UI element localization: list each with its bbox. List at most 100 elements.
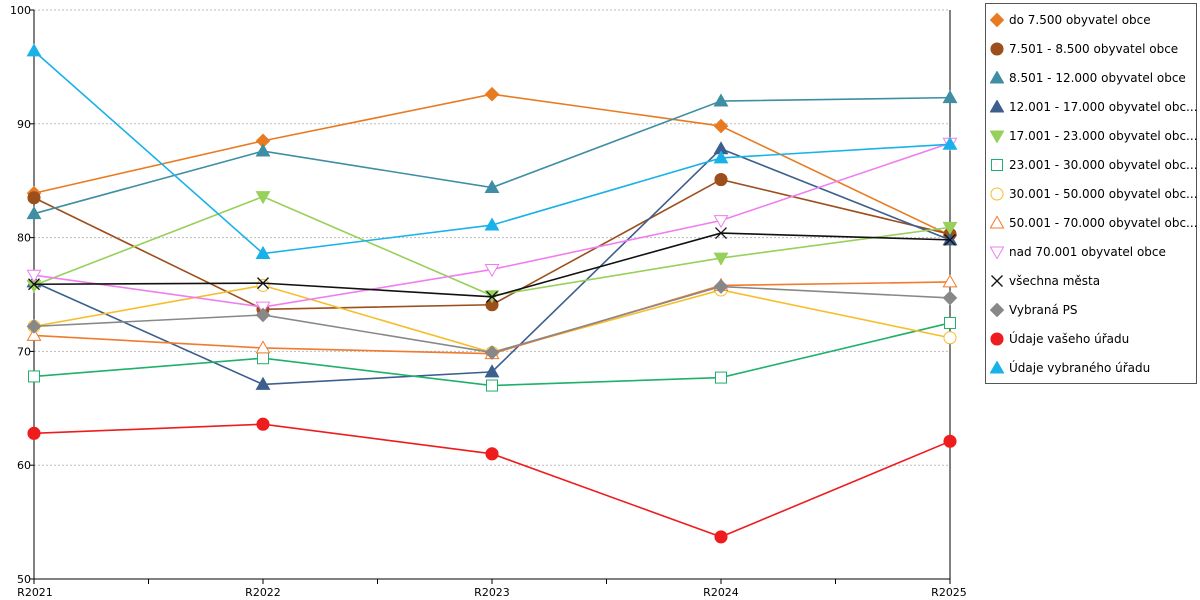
data-point <box>257 352 269 365</box>
legend-item[interactable]: všechna města <box>990 271 1100 291</box>
data-point <box>944 316 956 329</box>
legend-marker-icon <box>991 159 1003 171</box>
data-point <box>26 206 42 220</box>
legend-marker-shape <box>990 71 1004 84</box>
data-point <box>26 43 42 57</box>
legend: do 7.500 obyvatel obce 7.501 - 8.500 obyv… <box>985 3 1198 384</box>
legend-item[interactable]: Vybraná PS <box>990 300 1078 320</box>
tick-labels: 50 60 70 80 90 100 R2021 R2022 R2023 R2024 R2025 <box>10 4 967 599</box>
data-point <box>484 264 500 278</box>
data-point <box>28 278 40 291</box>
data-point <box>484 179 500 193</box>
series-line <box>33 93 951 237</box>
legend-label: 12.001 - 17.000 obyvatel obc... <box>1009 100 1198 114</box>
series-10 <box>26 279 958 360</box>
data-point <box>255 143 271 157</box>
x-tick-label: R2022 <box>245 586 281 599</box>
data-point <box>715 371 727 384</box>
data-point <box>713 215 729 229</box>
legend-marker-shape <box>990 13 1004 27</box>
data-point <box>942 290 958 306</box>
data-point <box>255 340 271 354</box>
data-point <box>484 217 500 231</box>
legend-marker-shape <box>990 303 1004 317</box>
legend-marker-icon <box>990 246 1004 259</box>
legend-marker-icon <box>990 130 1004 143</box>
legend-item[interactable]: 7.501 - 8.500 obyvatel obce <box>990 39 1178 59</box>
legend-label: 50.001 - 70.000 obyvatel obc... <box>1009 216 1198 230</box>
data-point <box>486 290 498 303</box>
legend-marker-icon <box>990 13 1004 27</box>
legend-label: 30.001 - 50.000 obyvatel obc... <box>1009 187 1198 201</box>
data-point <box>942 274 958 288</box>
data-point <box>255 245 271 259</box>
y-tick-label: 60 <box>17 459 31 472</box>
legend-item[interactable]: 8.501 - 12.000 obyvatel obce <box>990 68 1186 88</box>
legend-marker-shape <box>991 275 1003 287</box>
data-point <box>713 279 729 294</box>
legend-marker-icon <box>990 216 1004 229</box>
legend-label: 17.001 - 23.000 obyvatel obc... <box>1009 129 1198 143</box>
legend-item[interactable]: 17.001 - 23.000 obyvatel obc... <box>990 126 1198 146</box>
line-chart: 50 60 70 80 90 100 R2021 R2022 R2023 R2024 R2025 <box>10 4 967 599</box>
x-tick-label: R2024 <box>703 586 739 599</box>
legend-marker-shape <box>990 246 1004 259</box>
legend-item[interactable]: Údaje vybraného úřadu <box>990 358 1150 378</box>
data-point <box>714 173 728 187</box>
data-point <box>484 345 500 360</box>
data-point <box>27 426 41 440</box>
legend-label: Údaje vybraného úřadu <box>1009 361 1151 375</box>
legend-marker-shape <box>990 332 1004 346</box>
data-point <box>256 417 270 431</box>
legend-item[interactable]: nad 70.001 obyvatel obce <box>990 242 1166 262</box>
legend-label: 23.001 - 30.000 obyvatel obc... <box>1009 158 1198 172</box>
series-line <box>33 96 951 215</box>
legend-marker-icon <box>990 332 1004 346</box>
data-point <box>484 86 500 102</box>
legend-label: Vybraná PS <box>1009 303 1078 317</box>
legend-label: 8.501 - 12.000 obyvatel obce <box>1009 71 1186 85</box>
legend-label: nad 70.001 obyvatel obce <box>1009 245 1166 259</box>
x-tick-label: R2025 <box>931 586 967 599</box>
data-point <box>255 307 271 323</box>
series-2 <box>26 90 958 220</box>
series-12 <box>26 43 958 259</box>
data-point <box>713 118 729 134</box>
grid-lines <box>34 9 950 466</box>
legend-item[interactable]: 12.001 - 17.000 obyvatel obc... <box>990 97 1198 117</box>
data-point <box>26 269 42 283</box>
legend-marker-shape <box>990 130 1004 143</box>
data-point <box>257 277 269 290</box>
y-tick-label: 100 <box>10 4 31 17</box>
data-point <box>255 376 271 390</box>
legend-marker-shape <box>990 100 1004 113</box>
y-tick-label: 50 <box>17 573 31 586</box>
series-4 <box>26 191 958 304</box>
data-point <box>484 364 500 378</box>
legend-item[interactable]: 30.001 - 50.000 obyvatel obc... <box>990 184 1198 204</box>
data-point <box>715 227 727 240</box>
legend-item[interactable]: 23.001 - 30.000 obyvatel obc... <box>990 155 1198 175</box>
data-point <box>255 191 271 205</box>
legend-marker-shape <box>990 42 1004 56</box>
data-point <box>26 327 42 341</box>
series-5 <box>28 316 956 392</box>
series-11 <box>27 417 957 544</box>
legend-marker-icon <box>991 275 1003 287</box>
legend-item[interactable]: do 7.500 obyvatel obce <box>990 10 1151 30</box>
legend-marker-shape <box>990 216 1004 229</box>
data-point <box>714 530 728 544</box>
data-point <box>943 331 957 345</box>
legend-label: 7.501 - 8.500 obyvatel obce <box>1009 42 1179 56</box>
y-tick-label: 70 <box>17 345 31 358</box>
y-tick-label: 90 <box>17 118 31 131</box>
legend-marker-icon <box>990 42 1004 56</box>
legend-item[interactable]: 50.001 - 70.000 obyvatel obc... <box>990 213 1198 233</box>
legend-item[interactable]: Údaje vašeho úřadu <box>990 329 1129 349</box>
data-point <box>27 191 41 205</box>
legend-marker-shape <box>991 159 1003 171</box>
legend-marker-icon <box>990 71 1004 84</box>
x-tick-label: R2021 <box>17 586 53 599</box>
legend-marker-shape <box>990 187 1004 201</box>
data-point <box>942 136 958 150</box>
